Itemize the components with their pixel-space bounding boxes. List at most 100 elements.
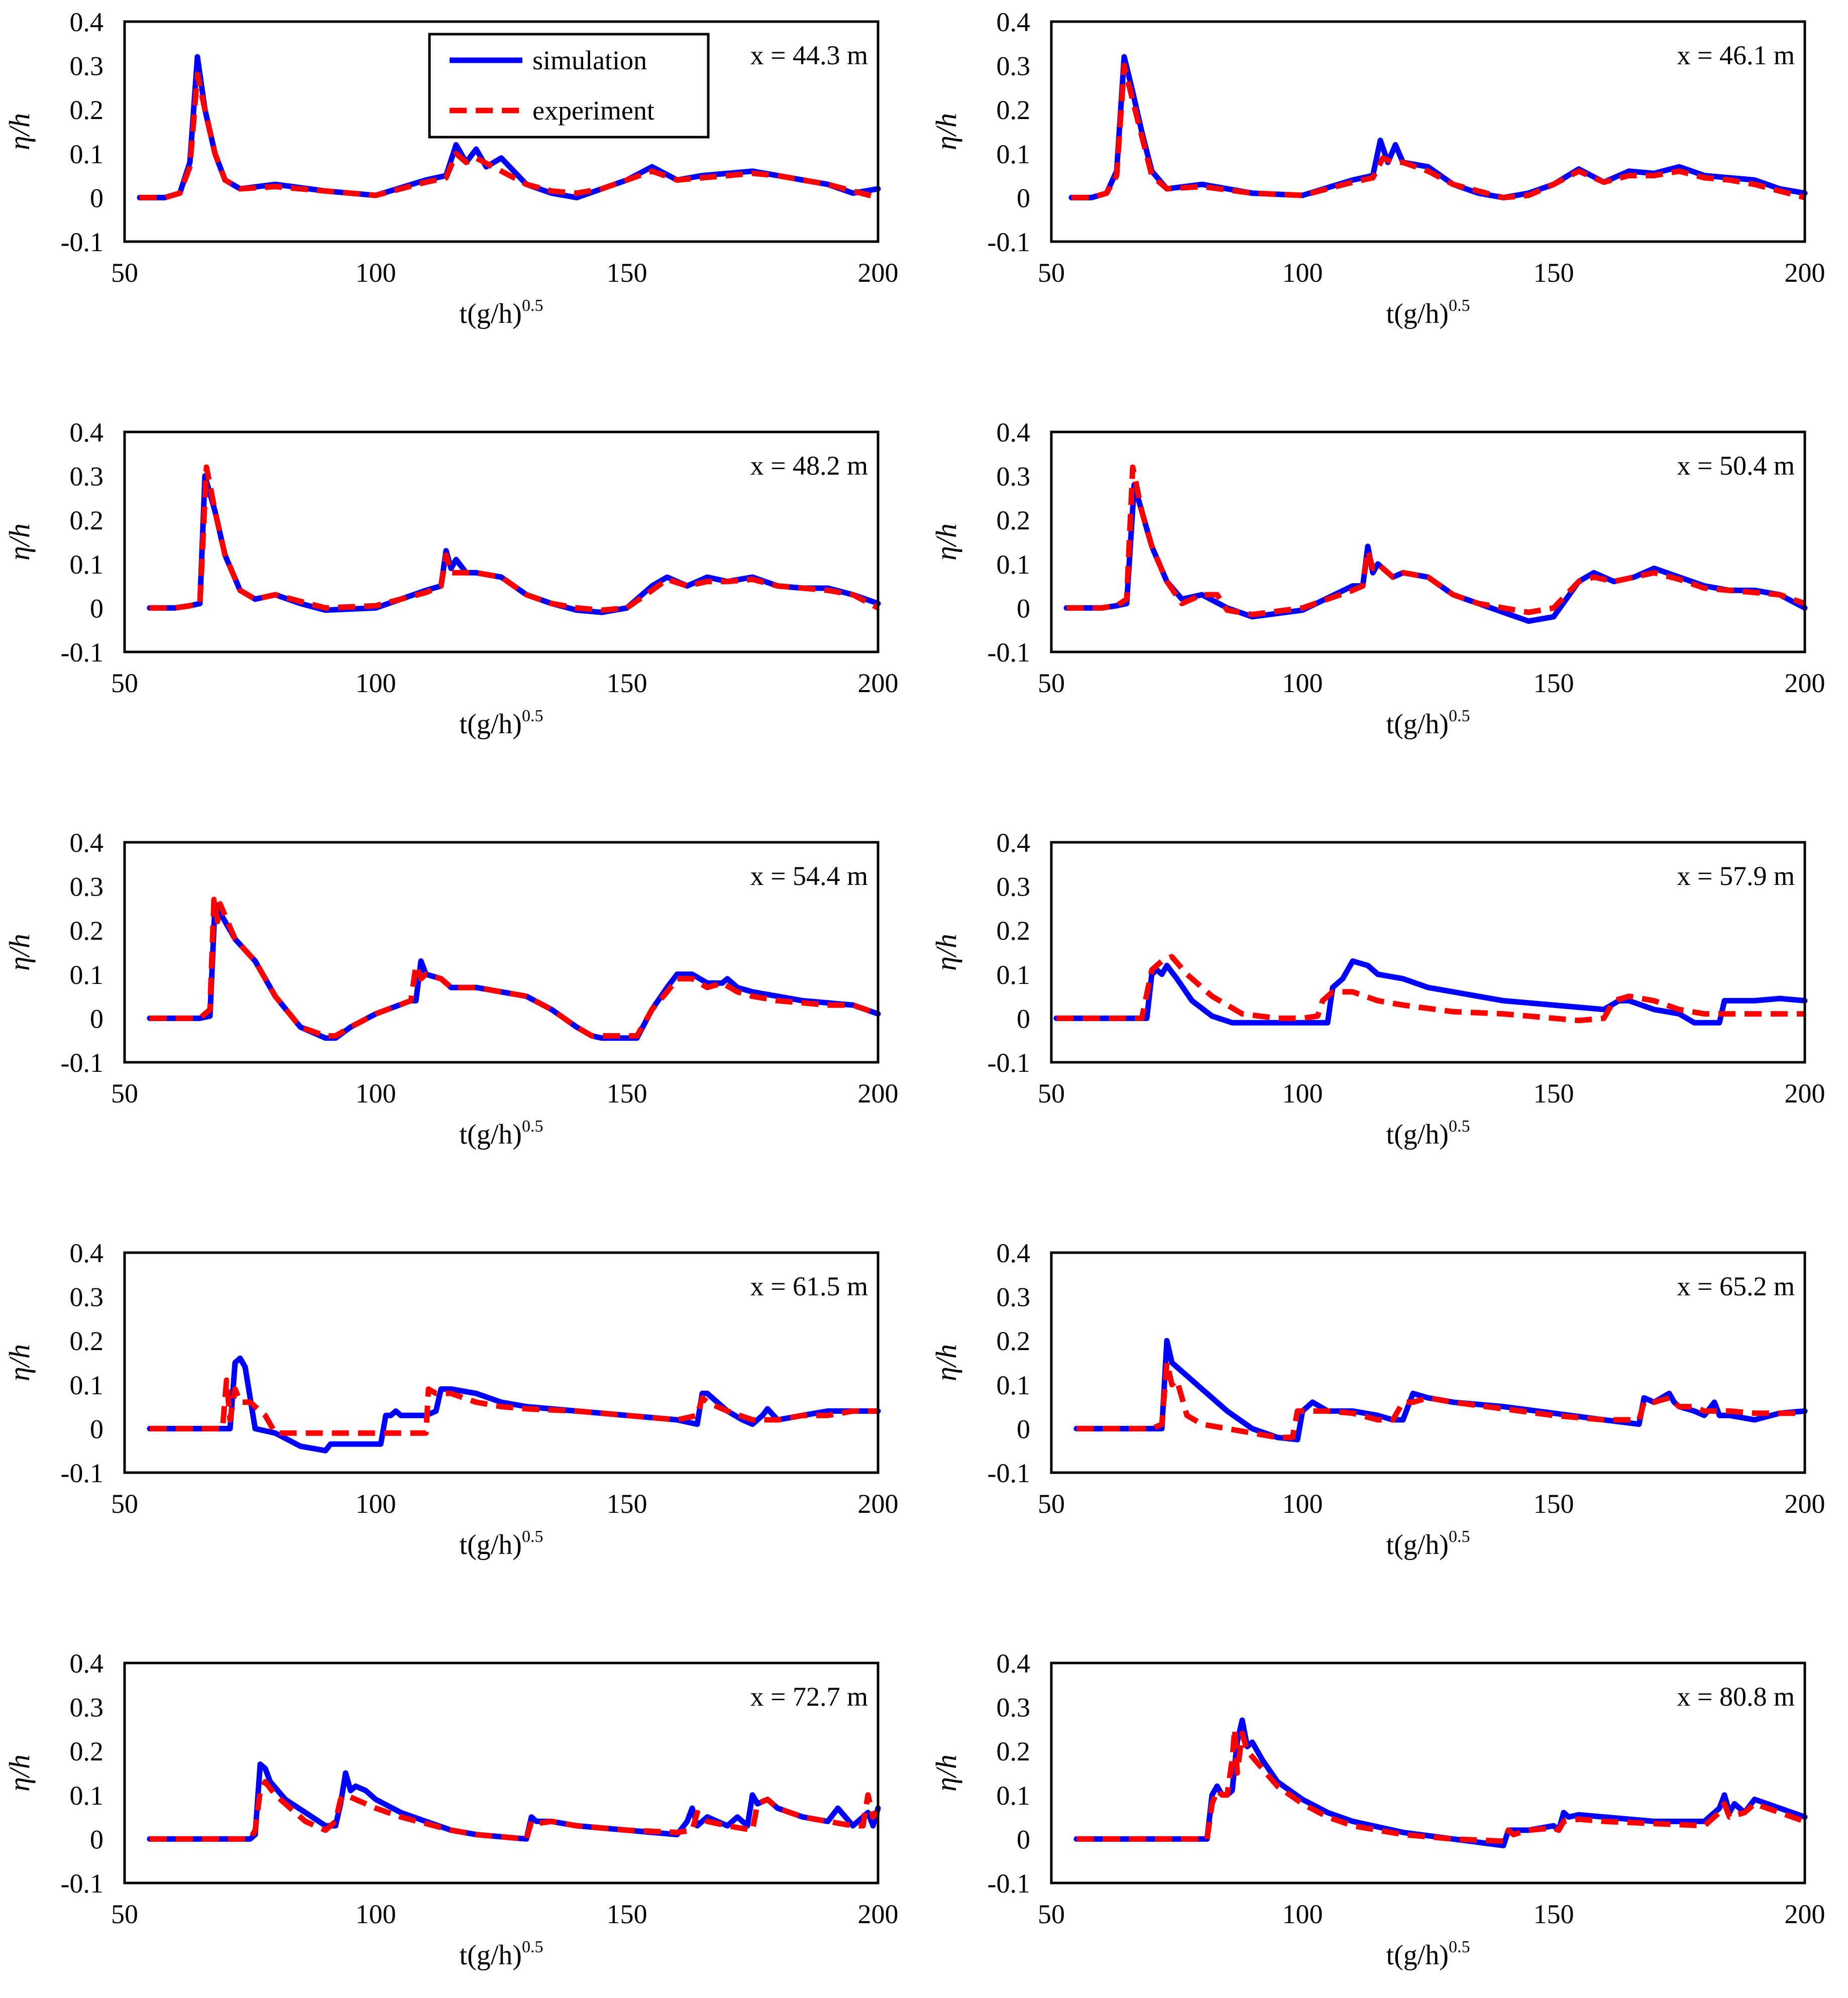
x-tick-label: 50 <box>1038 1078 1065 1108</box>
y-axis-label: η/h <box>930 1754 962 1792</box>
x-tick-label: 150 <box>1534 668 1574 698</box>
chart-panel: -0.1 0 0.1 0.2 0.3 0.4 50 100 150 200 t(g/h)0.5 η/h… <box>930 828 1825 1150</box>
y-tick-label: 0.1 <box>70 549 104 580</box>
x-axis-label: t(g/h)0.5 <box>1386 707 1470 740</box>
y-tick-label: 0.2 <box>70 1736 104 1766</box>
y-axis-label: η/h <box>3 1344 36 1381</box>
station-label: x = 50.4 m <box>1677 451 1795 481</box>
y-tick-label: 0.3 <box>997 462 1031 492</box>
x-tick-label: 100 <box>356 1489 396 1519</box>
y-tick-label: 0.1 <box>997 139 1031 169</box>
y-tick-label: 0.3 <box>70 1693 104 1723</box>
y-tick-label: 0.1 <box>70 1370 104 1400</box>
y-tick-label: 0.3 <box>70 51 104 81</box>
chart-panel: -0.1 0 0.1 0.2 0.3 0.4 50 100 150 200 t(g/h)0.5 η/h… <box>3 7 899 329</box>
y-tick-label: 0.4 <box>997 1238 1031 1268</box>
legend-simulation-label: simulation <box>532 45 647 75</box>
station-label: x = 46.1 m <box>1677 40 1795 70</box>
x-axis-label-superscript: 0.5 <box>1449 707 1470 725</box>
simulation-series-line <box>1053 958 1808 1026</box>
x-tick-label: 50 <box>111 258 138 288</box>
plot-frame <box>1050 1661 1806 1884</box>
x-axis-label: t(g/h)0.5 <box>1386 1117 1470 1150</box>
x-axis-label: t(g/h)0.5 <box>460 1938 543 1971</box>
experiment-series-line <box>150 897 879 1039</box>
chart-panel: -0.1 0 0.1 0.2 0.3 0.4 50 100 150 200 t(g/h)0.5 η/h… <box>930 1238 1825 1561</box>
x-tick-label: 200 <box>1785 258 1825 288</box>
y-tick-label: 0.4 <box>997 828 1031 858</box>
y-tick-label: 0 <box>1017 1414 1030 1444</box>
x-tick-label: 150 <box>607 668 647 698</box>
y-tick-label: 0.4 <box>70 1648 104 1679</box>
x-tick-label: 50 <box>1038 668 1065 698</box>
x-tick-label: 200 <box>1785 1899 1825 1929</box>
experiment-series-line <box>150 1377 878 1436</box>
chart-panel: -0.1 0 0.1 0.2 0.3 0.4 50 100 150 200 t(g/h)0.5 η/h… <box>3 1648 899 1971</box>
x-axis-label: t(g/h)0.5 <box>460 707 543 740</box>
y-tick-label: 0.1 <box>70 960 104 990</box>
y-tick-label: 0.1 <box>70 1781 104 1811</box>
y-tick-label: 0 <box>90 593 103 623</box>
y-tick-label: -0.1 <box>988 1868 1030 1899</box>
y-tick-label: 0 <box>90 183 103 213</box>
x-axis-label-superscript: 0.5 <box>522 296 543 315</box>
simulation-series-line <box>1073 1338 1808 1442</box>
y-tick-label: -0.1 <box>61 637 103 668</box>
x-tick-label: 50 <box>1038 1899 1065 1929</box>
y-tick-label: 0 <box>90 1414 103 1444</box>
y-tick-label: 0.4 <box>70 417 104 448</box>
station-label: x = 54.4 m <box>750 861 868 891</box>
y-tick-label: 0.2 <box>70 1326 104 1356</box>
experiment-series-line <box>1056 954 1805 1024</box>
y-axis-label: η/h <box>930 1344 962 1381</box>
x-tick-label: 100 <box>356 668 396 698</box>
y-tick-label: 0.4 <box>70 1238 104 1268</box>
x-tick-label: 150 <box>1534 1078 1574 1108</box>
x-tick-label: 200 <box>1785 668 1825 698</box>
station-label: x = 57.9 m <box>1677 861 1795 891</box>
y-tick-label: 0.3 <box>997 51 1031 81</box>
y-axis-label: η/h <box>3 1754 36 1792</box>
chart-panel: -0.1 0 0.1 0.2 0.3 0.4 50 100 150 200 t(g/h)0.5 η/h… <box>930 7 1825 329</box>
plot-frame <box>123 430 880 653</box>
y-tick-label: 0.2 <box>997 916 1031 946</box>
y-tick-label: 0 <box>90 1004 103 1034</box>
plot-frame <box>1050 1251 1806 1474</box>
x-tick-label: 150 <box>607 258 647 288</box>
x-tick-label: 200 <box>858 1489 899 1519</box>
station-label: x = 44.3 m <box>750 40 868 70</box>
y-tick-label: 0.4 <box>997 1648 1031 1679</box>
x-tick-label: 200 <box>858 1899 899 1929</box>
y-axis-label: η/h <box>3 523 36 561</box>
y-tick-label: 0 <box>90 1824 103 1854</box>
station-label: x = 61.5 m <box>750 1271 868 1301</box>
y-tick-label: 0 <box>1017 1824 1030 1854</box>
y-tick-label: -0.1 <box>61 1458 103 1488</box>
y-tick-label: 0.3 <box>70 1282 104 1312</box>
x-axis-label-superscript: 0.5 <box>1449 296 1470 315</box>
x-axis-label: t(g/h)0.5 <box>460 296 543 329</box>
legend-experiment-label: experiment <box>532 95 655 126</box>
x-axis-label-superscript: 0.5 <box>1449 1117 1470 1136</box>
y-tick-label: 0.1 <box>997 1781 1031 1811</box>
y-tick-label: 0.1 <box>70 139 104 169</box>
x-tick-label: 200 <box>858 668 899 698</box>
y-axis-label: η/h <box>930 113 962 150</box>
y-tick-label: 0.1 <box>997 549 1031 580</box>
x-tick-label: 200 <box>1785 1489 1825 1519</box>
x-tick-label: 150 <box>607 1078 647 1108</box>
y-tick-label: 0.3 <box>997 1693 1031 1723</box>
y-axis-label: η/h <box>930 934 962 971</box>
y-tick-label: -0.1 <box>988 1458 1030 1488</box>
y-axis-label: η/h <box>930 523 962 561</box>
plot-frame <box>1050 20 1806 243</box>
x-tick-label: 150 <box>607 1489 647 1519</box>
y-tick-label: 0.4 <box>70 828 104 858</box>
y-tick-label: 0.2 <box>70 95 104 125</box>
experiment-series-line <box>1076 1360 1805 1440</box>
x-tick-label: 150 <box>1534 1489 1574 1519</box>
x-tick-label: 200 <box>858 258 899 288</box>
y-axis-label: η/h <box>3 113 36 150</box>
x-tick-label: 50 <box>111 1078 138 1108</box>
y-tick-label: 0.4 <box>70 7 104 37</box>
